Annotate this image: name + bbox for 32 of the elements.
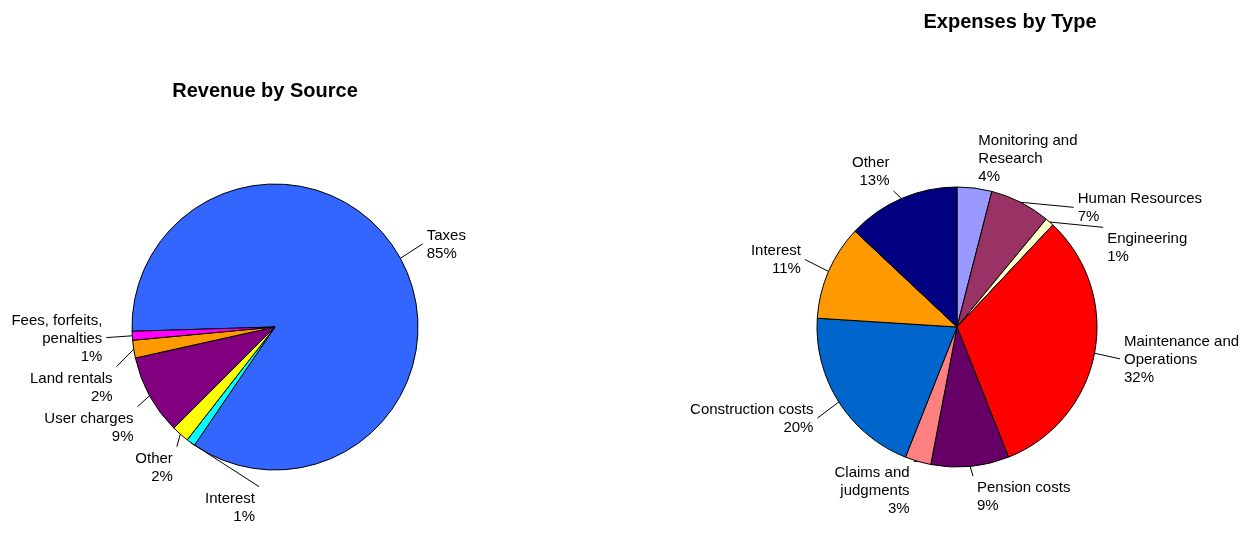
slice-label: Interest (204, 488, 256, 506)
slice-label: Claims and judgments (834, 463, 910, 499)
chart-title: Revenue by Source (172, 79, 358, 101)
slice-label: Construction costs (690, 400, 814, 418)
data-label: 85% (426, 243, 457, 261)
data-label: 1% (1107, 247, 1129, 265)
data-label: 3% (887, 499, 910, 517)
slice-label: Taxes (426, 225, 466, 243)
slice-label: Pension costs (977, 478, 1071, 496)
data-label: 2% (151, 466, 173, 484)
slice-label: Other (851, 152, 890, 170)
data-label: 4% (978, 167, 1000, 185)
data-label: 13% (859, 170, 890, 188)
data-label: 7% (1077, 207, 1100, 225)
slice-label: Interest (750, 241, 802, 259)
slice-label: Fees, forfeits, penalties (11, 310, 103, 346)
slice-label: Land rentals (30, 368, 113, 386)
slice-label: Other (135, 448, 173, 466)
slice-label: Monitoring and Research (978, 131, 1078, 167)
data-label: 1% (80, 346, 103, 364)
data-label: 32% (1123, 367, 1155, 385)
slice-label: User charges (44, 408, 134, 426)
data-label: 11% (772, 259, 801, 277)
data-label: 9% (977, 496, 999, 514)
data-label: 2% (90, 386, 113, 404)
data-label: 1% (233, 506, 255, 524)
data-label: 20% (783, 418, 814, 436)
slice-label: Maintenance and Operations (1123, 331, 1240, 367)
chart-title: Expenses by Type (923, 10, 1097, 32)
slice-label: Engineering (1107, 229, 1188, 247)
data-label: 9% (111, 426, 134, 444)
slice-label: Human Resources (1077, 189, 1202, 207)
